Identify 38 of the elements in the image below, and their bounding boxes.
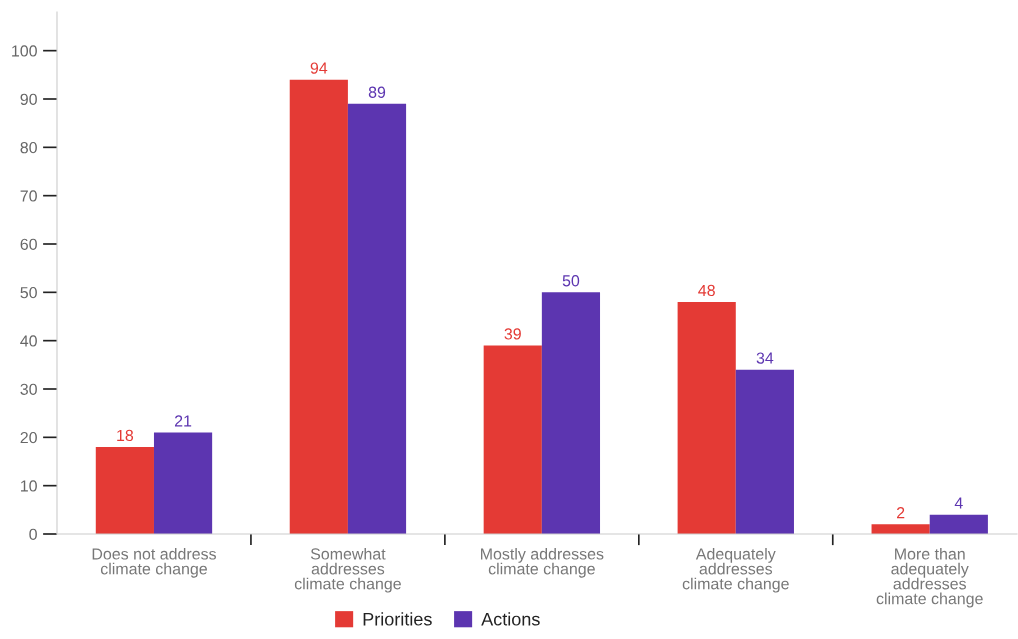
y-tick-label: 20 xyxy=(20,431,37,444)
y-tick-label: 40 xyxy=(20,335,37,347)
y-tick-label: 60 xyxy=(20,238,37,250)
bar xyxy=(483,345,542,534)
x-tick-label: Does not address climate change xyxy=(92,547,216,578)
x-tick-label: More than adequately addresses climate change xyxy=(876,547,983,608)
data-label: 50 xyxy=(562,275,580,287)
bar xyxy=(95,447,154,534)
bar xyxy=(929,514,988,534)
y-tick-label: 80 xyxy=(20,141,37,154)
x-tick-label: Mostly addresses climate change xyxy=(481,547,604,578)
bar xyxy=(347,103,407,534)
bar xyxy=(871,524,930,534)
bar xyxy=(677,302,736,534)
data-label: 4 xyxy=(954,497,963,509)
data-label: 39 xyxy=(504,328,521,340)
bar xyxy=(735,369,794,534)
data-label: 21 xyxy=(174,415,192,427)
bar xyxy=(153,432,213,534)
x-tick-label: Somewhat addresses climate change xyxy=(294,547,401,593)
y-tick-label: 10 xyxy=(21,480,37,492)
y-tick-label: 70 xyxy=(20,190,37,202)
legend-label: Actions xyxy=(481,612,540,626)
y-tick-label: 90 xyxy=(20,93,37,105)
data-label: 34 xyxy=(756,352,774,364)
data-label: 94 xyxy=(310,62,328,74)
data-label: 48 xyxy=(698,284,715,297)
legend-label: Priorities xyxy=(363,612,432,626)
bar xyxy=(541,292,601,534)
data-label: 18 xyxy=(117,429,134,442)
y-tick-label: 30 xyxy=(20,383,37,395)
bar xyxy=(289,79,348,534)
y-tick-label: 50 xyxy=(20,286,37,299)
data-label: 89 xyxy=(368,86,386,98)
x-tick-label: Adequately addresses climate change xyxy=(682,547,789,593)
y-tick-label: 100 xyxy=(12,45,37,57)
y-tick-label: 0 xyxy=(29,528,37,540)
data-label: 2 xyxy=(897,507,905,519)
